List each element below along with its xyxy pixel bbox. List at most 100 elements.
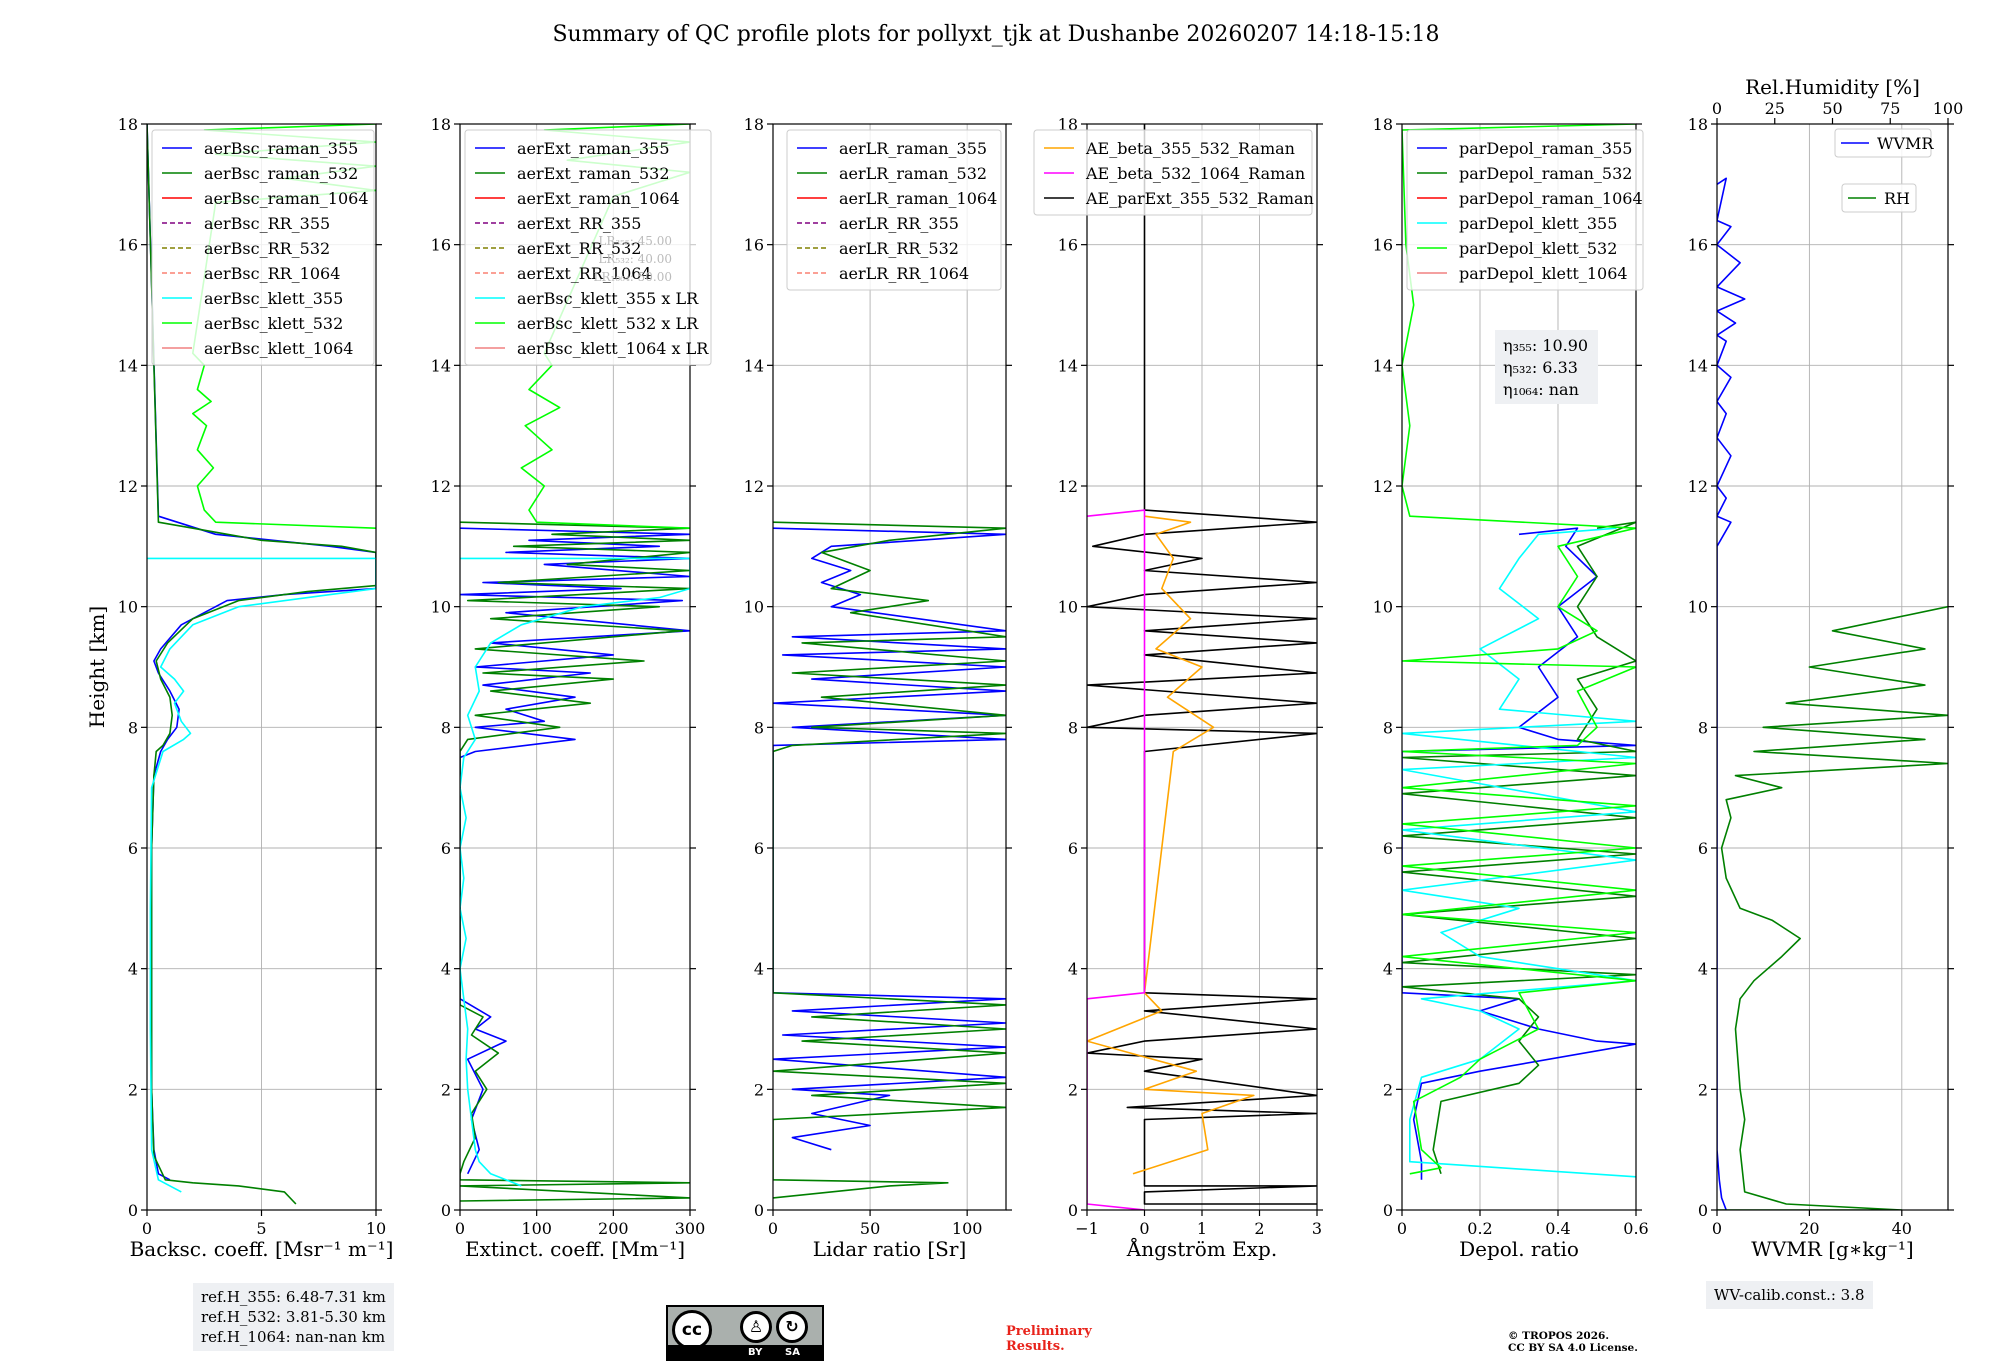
- y-tick-label: 14: [431, 356, 451, 375]
- series-line-aerBsc_klett_355: [147, 557, 376, 1193]
- ref-height-532: ref.H_532: 3.81-5.30 km: [201, 1308, 386, 1326]
- x-tick-label: 0: [1712, 1219, 1722, 1238]
- y-tick-label: 12: [118, 477, 138, 496]
- x-axis-label: Extinct. coeff. [Mm⁻¹]: [465, 1237, 685, 1261]
- x-tick-label: 200: [598, 1219, 629, 1238]
- legend-label: aerBsc_klett_1064 x LR: [517, 339, 709, 358]
- legend-label: parDepol_klett_532: [1459, 239, 1617, 258]
- top-x-tick-label: 75: [1880, 99, 1900, 118]
- series-line-aerExt_raman_532: [460, 521, 690, 1202]
- legend-label: RH: [1884, 189, 1910, 208]
- y-tick-label: 10: [118, 598, 138, 617]
- eta-label: η₃₅₅: 10.90: [1503, 336, 1588, 355]
- x-tick-label: 10: [366, 1219, 386, 1238]
- x-tick-label: 0: [768, 1219, 778, 1238]
- legend-box: [464, 129, 712, 366]
- legend-label: aerBsc_klett_355: [204, 289, 343, 308]
- y-tick-label: 0: [1383, 1201, 1393, 1220]
- legend-label: aerBsc_raman_355: [204, 139, 358, 158]
- series-line-WVMR: [1717, 177, 1746, 1210]
- y-tick-label: 2: [128, 1080, 138, 1099]
- top-x-tick-label: 50: [1822, 99, 1842, 118]
- legend-label: aerExt_raman_355: [517, 139, 670, 158]
- x-axis-label: Backsc. coeff. [Msr⁻¹ m⁻¹]: [130, 1237, 394, 1261]
- ref-height-1064: ref.H_1064: nan-nan km: [201, 1328, 386, 1346]
- series-line-AE_beta_355_532_Raman: [1087, 515, 1255, 1175]
- y-tick-label: 10: [1058, 598, 1078, 617]
- wv-calibration-box: WV-calib.const.: 3.8: [1706, 1281, 1873, 1309]
- legend-box: [1834, 128, 1932, 158]
- y-tick-label: 8: [1383, 718, 1393, 737]
- legend-label: AE_beta_532_1064_Raman: [1085, 164, 1305, 183]
- x-tick-label: 40: [1892, 1219, 1912, 1238]
- legend-label: aerLR_RR_532: [839, 239, 959, 258]
- copyright-note: © TROPOS 2026. CC BY SA 4.0 License.: [1508, 1330, 1638, 1354]
- x-tick-label: 0: [455, 1219, 465, 1238]
- series-group: [773, 521, 1006, 1199]
- legend: aerLR_raman_355 aerLR_raman_532 aerLR_rama…: [786, 129, 1002, 291]
- series-line-AE_parExt_355_532_Raman: [1087, 124, 1317, 1205]
- axes-frame: [772, 123, 1007, 1211]
- legend-label: aerBsc_klett_532 x LR: [517, 314, 699, 333]
- y-tick-label: 8: [128, 718, 138, 737]
- x-tick-label: 0: [142, 1219, 152, 1238]
- series-line-RH: [1717, 605, 1948, 1210]
- legend-RH: RH: [1841, 183, 1917, 213]
- y-tick-label: 10: [431, 598, 451, 617]
- legend-label: aerExt_RR_532: [517, 239, 641, 258]
- x-tick-label: 300: [675, 1219, 706, 1238]
- x-tick-label: 100: [952, 1219, 983, 1238]
- y-axis-label: Height [km]: [85, 606, 109, 728]
- top-x-tick-label: 0: [1712, 99, 1722, 118]
- legend-label: aerExt_RR_1064: [517, 264, 652, 283]
- y-tick-label: 4: [1068, 960, 1078, 979]
- series-group: [1717, 177, 1948, 1210]
- series-group: [1402, 124, 1636, 1180]
- x-tick-label: 5: [256, 1219, 266, 1238]
- x-axis-label: WVMR [g∗kg⁻¹]: [1751, 1237, 1913, 1261]
- x-tick-label: 3: [1312, 1219, 1322, 1238]
- series-line-parDepol_klett_355: [1402, 527, 1636, 1178]
- y-tick-label: 18: [1373, 115, 1393, 134]
- x-tick-label: 2: [1254, 1219, 1264, 1238]
- legend-label: aerBsc_RR_532: [204, 239, 330, 258]
- y-tick-label: 0: [1698, 1201, 1708, 1220]
- legend-box: [786, 129, 1002, 291]
- y-tick-label: 18: [1688, 115, 1708, 134]
- y-tick-label: 18: [744, 115, 764, 134]
- top-x-tick-label: 25: [1765, 99, 1785, 118]
- y-tick-label: 14: [1058, 356, 1078, 375]
- y-tick-label: 12: [431, 477, 451, 496]
- x-tick-label: 0.2: [1467, 1219, 1492, 1238]
- legend-label: AE_beta_355_532_Raman: [1085, 139, 1295, 158]
- x-tick-label: 20: [1799, 1219, 1819, 1238]
- legend-label: aerLR_RR_355: [839, 214, 959, 233]
- legend-label: aerLR_raman_532: [839, 164, 987, 183]
- eta-label: η₅₃₂: 6.33: [1503, 358, 1578, 377]
- x-tick-label: 0.4: [1545, 1219, 1570, 1238]
- series-line-aerBsc_klett_355 x LR: [460, 557, 690, 1187]
- legend-label: parDepol_raman_532: [1459, 164, 1632, 183]
- y-tick-label: 4: [128, 960, 138, 979]
- eta-box: [1495, 330, 1598, 404]
- series-line-aerBsc_raman_532: [147, 124, 376, 1205]
- legend-box: [1841, 183, 1917, 213]
- legend-label: aerExt_RR_355: [517, 214, 641, 233]
- eta-label: η₁₀₆₄: nan: [1503, 380, 1579, 399]
- y-tick-label: 8: [1068, 718, 1078, 737]
- legend-label: aerBsc_klett_355 x LR: [517, 289, 699, 308]
- y-tick-label: 16: [118, 236, 138, 255]
- y-tick-label: 8: [441, 718, 451, 737]
- y-tick-label: 0: [754, 1201, 764, 1220]
- y-tick-label: 12: [1058, 477, 1078, 496]
- figure-title: Summary of QC profile plots for pollyxt_…: [552, 22, 1440, 47]
- share-alike-icon: ↻: [776, 1311, 808, 1343]
- y-tick-label: 2: [1698, 1080, 1708, 1099]
- top-x-tick-label: 100: [1933, 99, 1964, 118]
- legend-label: aerBsc_RR_1064: [204, 264, 340, 283]
- y-tick-label: 12: [1688, 477, 1708, 496]
- legend-label: aerExt_raman_532: [517, 164, 670, 183]
- series-group: [1087, 124, 1317, 1210]
